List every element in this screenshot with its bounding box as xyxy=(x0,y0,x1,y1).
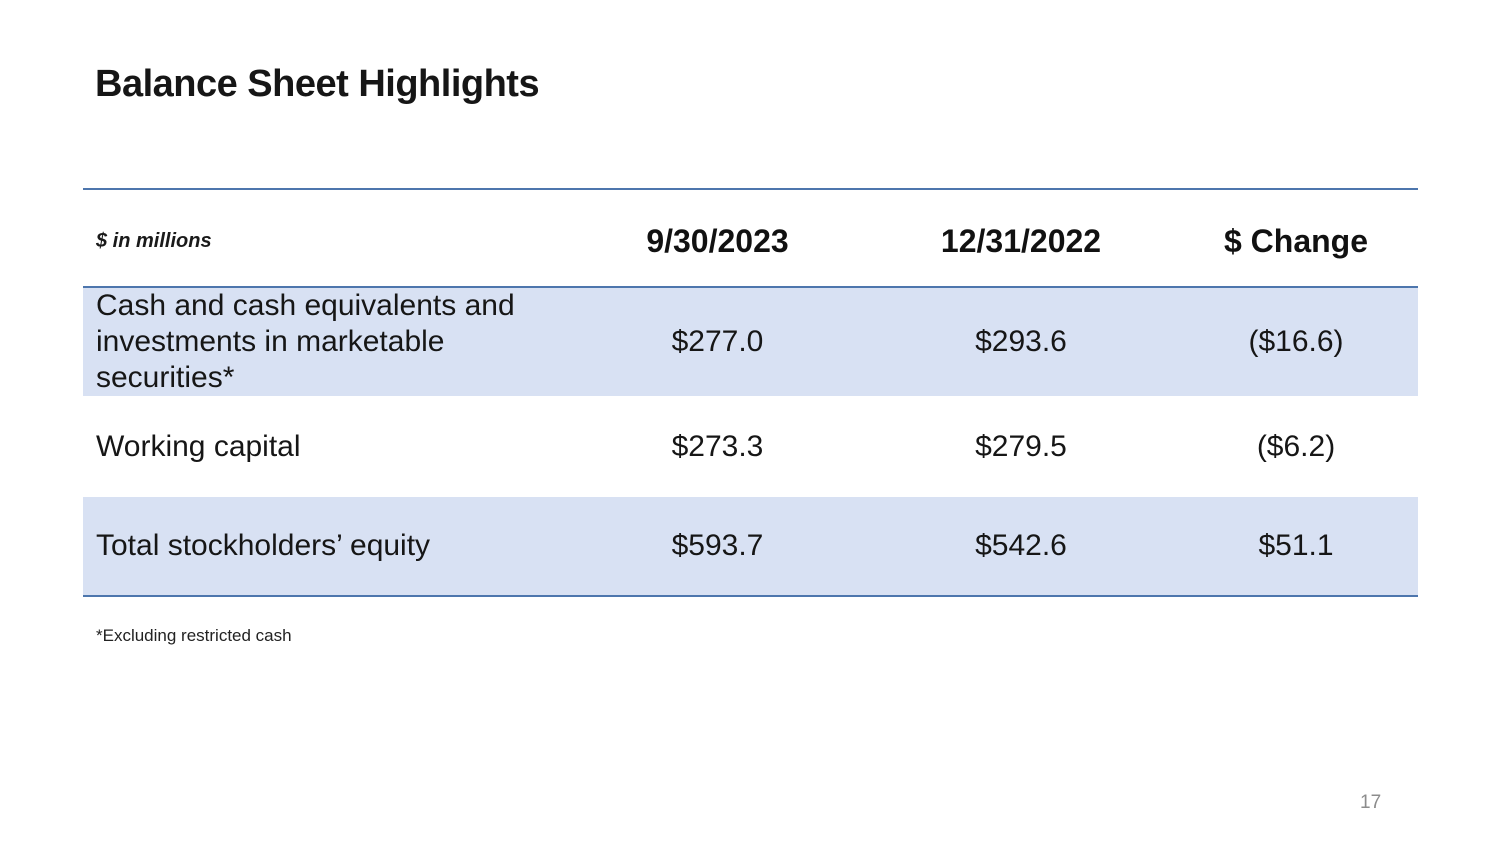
column-header-12-31-2022: 12/31/2022 xyxy=(940,222,1102,259)
stockholders-equity-value-2023: $593.7 xyxy=(671,529,764,562)
column-header-change: $ Change xyxy=(1223,222,1369,259)
cash-value-2022: $293.6 xyxy=(975,325,1067,358)
page-title: Balance Sheet Highlights xyxy=(95,63,540,105)
footnote: *Excluding restricted cash xyxy=(96,626,292,645)
row-label-cash-line2: investments in marketable securities* xyxy=(96,325,445,394)
row-label-cash-line1: Cash and cash equivalents and xyxy=(96,289,515,322)
units-label: $ in millions xyxy=(96,229,212,252)
stockholders-equity-value-2022: $542.6 xyxy=(975,529,1067,562)
working-capital-value-2023: $273.3 xyxy=(671,429,764,463)
cash-value-change: ($16.6) xyxy=(1248,325,1344,358)
table-row-cash: Cash and cash equivalents and investment… xyxy=(83,288,1418,396)
table-row-stockholders-equity: Total stockholders’ equity $593.7 $542.6… xyxy=(83,497,1418,597)
page-number: 17 xyxy=(1360,792,1382,813)
cash-value-2023: $277.0 xyxy=(671,325,764,358)
row-label-working-capital: Working capital xyxy=(83,429,567,465)
column-header-9-30-2023: 9/30/2023 xyxy=(646,222,789,259)
working-capital-value-change: ($6.2) xyxy=(1256,429,1336,463)
row-label-working-capital-line1: Working capital xyxy=(96,429,301,463)
working-capital-value-2022: $279.5 xyxy=(975,429,1067,463)
stockholders-equity-value-change: $51.1 xyxy=(1258,529,1334,562)
row-label-cash: Cash and cash equivalents and investment… xyxy=(83,288,567,396)
row-label-stockholders-equity: Total stockholders’ equity xyxy=(83,528,567,564)
balance-sheet-table: $ in millions 9/30/2023 12/31/2022 $ Cha… xyxy=(83,188,1418,597)
table-header-row: $ in millions 9/30/2023 12/31/2022 $ Cha… xyxy=(83,188,1418,288)
row-label-stockholders-equity-line1: Total stockholders’ equity xyxy=(96,529,431,562)
table-row-working-capital: Working capital $273.3 $279.5 ($6.2) xyxy=(83,396,1418,497)
